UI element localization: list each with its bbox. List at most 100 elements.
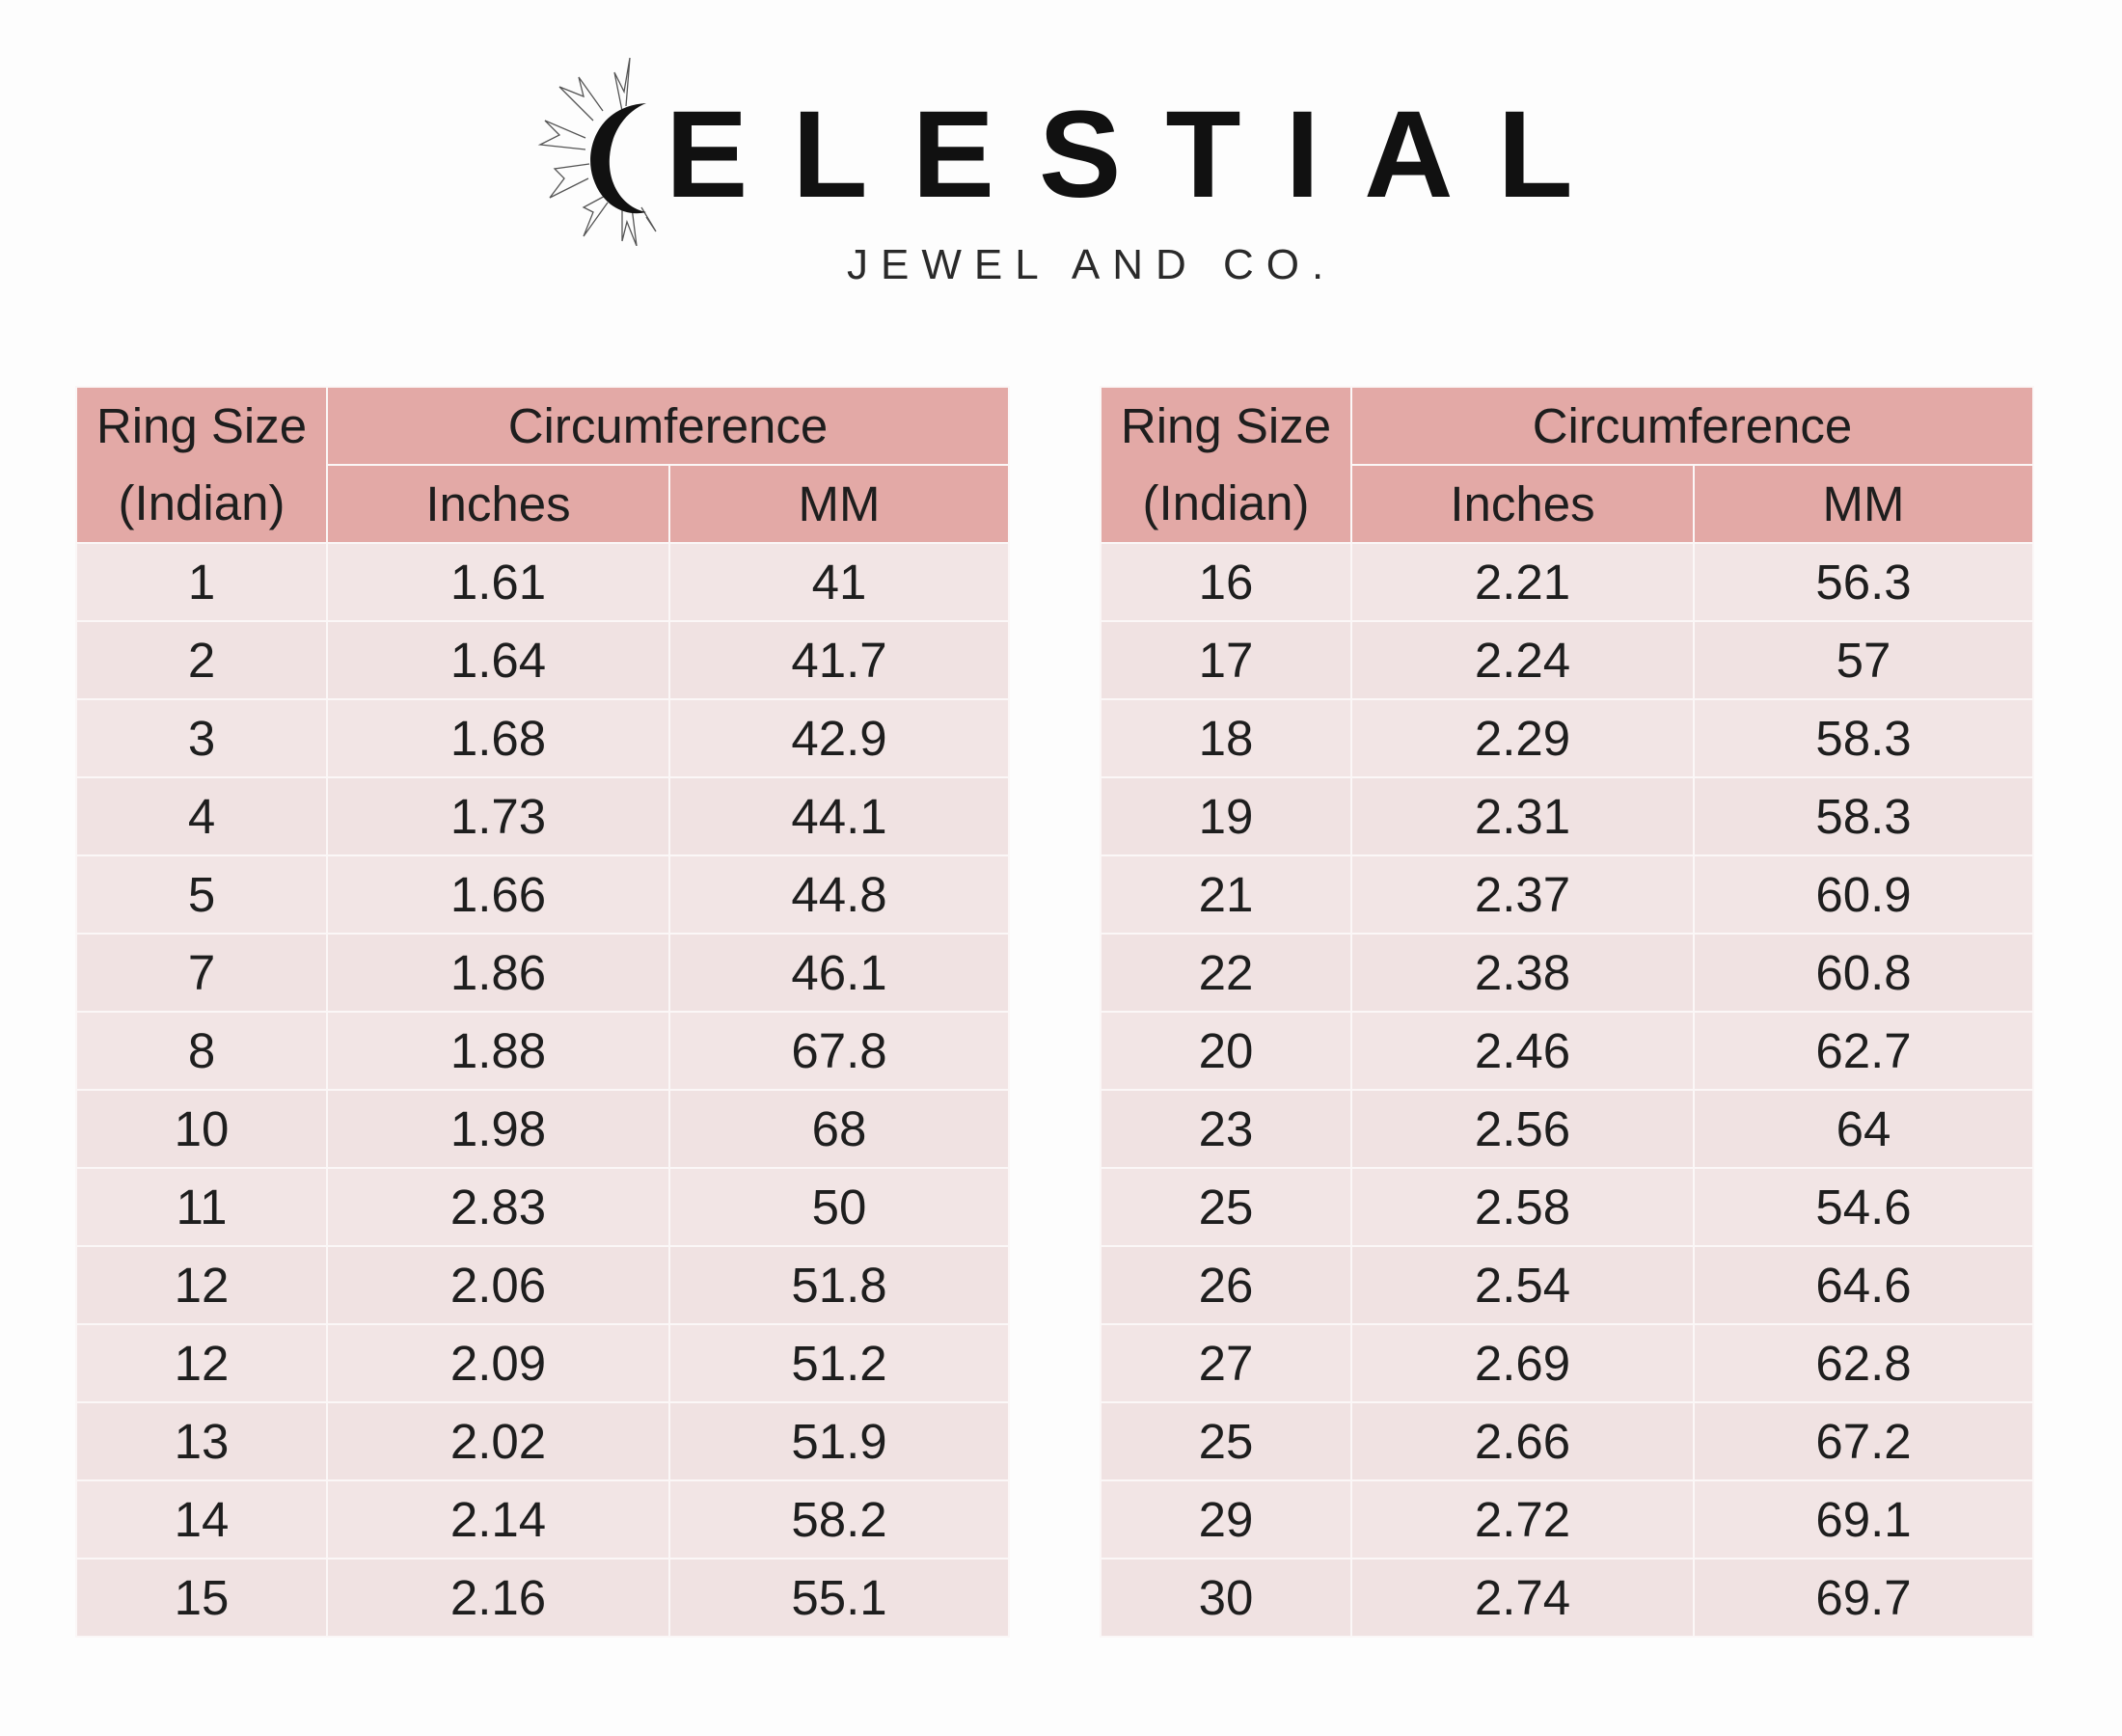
ring-size-cell: 25 (1100, 1167, 1352, 1247)
table-row: 14 2.14 58.2 (75, 1479, 1010, 1560)
inches-cell: 1.73 (326, 776, 670, 856)
ring-size-cell: 17 (1100, 620, 1352, 700)
table-row: 8 1.88 67.8 (75, 1011, 1010, 1091)
mm-cell: 56.3 (1693, 542, 2034, 622)
brand-wordmark: ELESTIAL (666, 86, 1618, 224)
inches-cell: 2.09 (326, 1323, 670, 1403)
ring-size-cell: 18 (1100, 698, 1352, 778)
inches-cell: 2.38 (1350, 933, 1695, 1013)
ring-size-cell: 22 (1100, 933, 1352, 1013)
ring-size-cell: 25 (1100, 1401, 1352, 1481)
inches-cell: 2.66 (1350, 1401, 1695, 1481)
inches-cell: 2.46 (1350, 1011, 1695, 1091)
inches-cell: 1.64 (326, 620, 670, 700)
table-row: 12 2.09 51.2 (75, 1323, 1010, 1403)
inches-cell: 1.66 (326, 854, 670, 935)
mm-cell: 57 (1693, 620, 2034, 700)
mm-cell: 62.7 (1693, 1011, 2034, 1091)
ring-size-cell: 5 (75, 854, 328, 935)
table-row: 2 1.64 41.7 (75, 620, 1010, 700)
inches-cell: 2.58 (1350, 1167, 1695, 1247)
table-row: 20 2.46 62.7 (1100, 1011, 2034, 1091)
table-row: 30 2.74 69.7 (1100, 1558, 2034, 1638)
ring-size-cell: 27 (1100, 1323, 1352, 1403)
table-row: 19 2.31 58.3 (1100, 776, 2034, 856)
inches-cell: 1.88 (326, 1011, 670, 1091)
mm-cell: 60.9 (1693, 854, 2034, 935)
table-row: 12 2.06 51.8 (75, 1245, 1010, 1325)
ring-size-cell: 2 (75, 620, 328, 700)
brand-logo: ELESTIAL JEWEL AND CO. (526, 53, 1596, 294)
mm-cell: 54.6 (1693, 1167, 2034, 1247)
crescent-sun-icon (537, 57, 657, 246)
crescent-moon (590, 103, 646, 214)
ring-size-cell: 13 (75, 1401, 328, 1481)
table-row: 25 2.58 54.6 (1100, 1167, 2034, 1247)
table-row: 16 2.21 56.3 (1100, 542, 2034, 622)
mm-cell: 60.8 (1693, 933, 2034, 1013)
ring-size-cell: 7 (75, 933, 328, 1013)
ring-size-table-right: Ring Size (Indian) Circumference Inches M… (1100, 386, 2034, 1638)
mm-cell: 44.1 (668, 776, 1010, 856)
inches-cell: 1.68 (326, 698, 670, 778)
ring-size-cell: 4 (75, 776, 328, 856)
mm-cell: 69.1 (1693, 1479, 2034, 1560)
inches-cell: 2.56 (1350, 1089, 1695, 1169)
ring-size-cell: 19 (1100, 776, 1352, 856)
inches-cell: 2.29 (1350, 698, 1695, 778)
inches-cell: 2.31 (1350, 776, 1695, 856)
inches-cell: 2.72 (1350, 1479, 1695, 1560)
mm-cell: 41 (668, 542, 1010, 622)
mm-cell: 58.3 (1693, 698, 2034, 778)
mm-cell: 51.8 (668, 1245, 1010, 1325)
mm-cell: 55.1 (668, 1558, 1010, 1638)
inches-header: Inches (326, 464, 670, 544)
table-row: 25 2.66 67.2 (1100, 1401, 2034, 1481)
ring-size-cell: 15 (75, 1558, 328, 1638)
table-row: 7 1.86 46.1 (75, 933, 1010, 1013)
table-row: 27 2.69 62.8 (1100, 1323, 2034, 1403)
table-row: 3 1.68 42.9 (75, 698, 1010, 778)
table-row: 29 2.72 69.1 (1100, 1479, 2034, 1560)
mm-cell: 67.2 (1693, 1401, 2034, 1481)
table-row: 21 2.37 60.9 (1100, 854, 2034, 935)
mm-cell: 41.7 (668, 620, 1010, 700)
mm-header: MM (1693, 464, 2034, 544)
ring-size-cell: 11 (75, 1167, 328, 1247)
ring-size-cell: 16 (1100, 542, 1352, 622)
inches-cell: 2.74 (1350, 1558, 1695, 1638)
ring-size-cell: 1 (75, 542, 328, 622)
circumference-header: Circumference (326, 386, 1010, 466)
mm-cell: 67.8 (668, 1011, 1010, 1091)
table-row: 26 2.54 64.6 (1100, 1245, 2034, 1325)
inches-cell: 2.21 (1350, 542, 1695, 622)
mm-cell: 51.2 (668, 1323, 1010, 1403)
mm-cell: 69.7 (1693, 1558, 2034, 1638)
mm-header: MM (668, 464, 1010, 544)
ring-size-cell: 23 (1100, 1089, 1352, 1169)
inches-cell: 1.98 (326, 1089, 670, 1169)
ring-size-cell: 29 (1100, 1479, 1352, 1560)
mm-cell: 42.9 (668, 698, 1010, 778)
inches-cell: 2.37 (1350, 854, 1695, 935)
mm-cell: 51.9 (668, 1401, 1010, 1481)
ring-size-cell: 3 (75, 698, 328, 778)
mm-cell: 64 (1693, 1089, 2034, 1169)
mm-cell: 46.1 (668, 933, 1010, 1013)
mm-cell: 50 (668, 1167, 1010, 1247)
inches-cell: 1.86 (326, 933, 670, 1013)
ring-size-cell: 12 (75, 1323, 328, 1403)
mm-cell: 58.3 (1693, 776, 2034, 856)
table-row: 15 2.16 55.1 (75, 1558, 1010, 1638)
inches-cell: 2.14 (326, 1479, 670, 1560)
mm-cell: 64.6 (1693, 1245, 2034, 1325)
table-row: 18 2.29 58.3 (1100, 698, 2034, 778)
mm-cell: 58.2 (668, 1479, 1010, 1560)
ring-size-header: Ring Size (Indian) (75, 386, 328, 544)
table-row: 4 1.73 44.1 (75, 776, 1010, 856)
ring-size-cell: 8 (75, 1011, 328, 1091)
ring-size-cell: 26 (1100, 1245, 1352, 1325)
mm-cell: 44.8 (668, 854, 1010, 935)
circumference-header: Circumference (1350, 386, 2034, 466)
ring-size-cell: 14 (75, 1479, 328, 1560)
